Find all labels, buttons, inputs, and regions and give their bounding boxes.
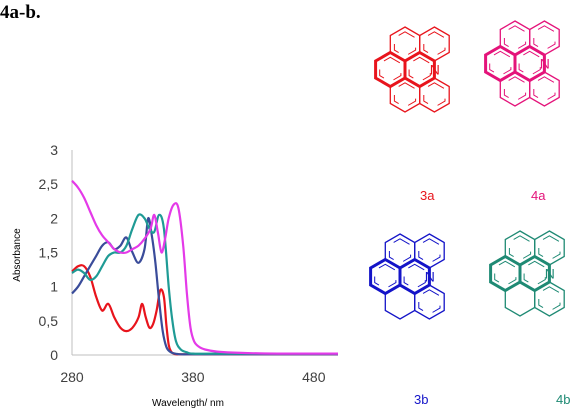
ring-double-bonds	[538, 286, 561, 312]
ring-double-bonds	[423, 82, 446, 108]
ring-double-bonds	[508, 235, 532, 261]
molecule-label-3a: 3a	[420, 188, 435, 203]
molecule-label-3b: 3b	[414, 392, 429, 407]
y-tick-label: 2,5	[39, 176, 59, 192]
molecule-label-4b: 4b	[556, 392, 571, 407]
ring-double-bonds	[494, 260, 517, 287]
x-axis-label: Wavelength/ nm	[152, 398, 224, 409]
ring	[419, 77, 450, 113]
ring	[414, 284, 445, 320]
ring-double-bonds	[533, 76, 556, 102]
molecule-3b: N	[369, 233, 445, 320]
x-tick-labels: 280 380 480	[60, 369, 325, 385]
ring-double-bonds	[379, 56, 402, 83]
molecule-3a: N	[374, 26, 450, 113]
x-tick-label: 280	[60, 369, 84, 385]
series-line-3	[71, 213, 338, 355]
ring-double-bonds	[503, 25, 527, 51]
ring-double-bonds	[538, 235, 561, 261]
nitrogen-atom-label: N	[545, 266, 555, 282]
ring-double-bonds	[408, 56, 431, 83]
nitrogen-atom-label: N	[540, 56, 550, 72]
ring-double-bonds	[418, 238, 441, 264]
molecule-4a: N	[484, 20, 560, 107]
ring-double-bonds	[403, 263, 426, 290]
figure-heading: 4a-b.	[0, 2, 41, 23]
y-tick-label: 1,5	[39, 245, 59, 261]
y-tick-label: 1	[50, 279, 58, 295]
series-line-2	[71, 216, 338, 356]
nitrogen-atom-label: N	[430, 62, 440, 78]
ring-double-bonds	[423, 31, 446, 57]
ring-double-bonds	[388, 238, 412, 264]
ring	[534, 281, 565, 317]
x-tick-label: 480	[302, 369, 326, 385]
y-tick-label: 3	[50, 142, 58, 158]
uv-vis-chart: 0 0,5 1 1,5 2 2,5 3 280 380 480 Wavelength/ nm A…	[12, 142, 339, 409]
y-tick-labels: 0 0,5 1 1,5 2 2,5 3	[39, 142, 59, 363]
ring	[529, 71, 560, 107]
ring-double-bonds	[489, 50, 512, 77]
series-lines	[71, 180, 339, 356]
nitrogen-atom-label: N	[425, 269, 435, 285]
ring-double-bonds	[393, 31, 417, 57]
y-tick-label: 0,5	[39, 313, 59, 329]
y-axis-label: Absorbance	[12, 228, 23, 282]
ring-double-bonds	[523, 260, 546, 287]
ring-double-bonds	[503, 76, 527, 102]
ring-double-bonds	[374, 263, 397, 290]
ring-double-bonds	[518, 50, 541, 77]
y-tick-label: 0	[50, 347, 58, 363]
y-tick-label: 2	[50, 210, 58, 226]
ring-double-bonds	[418, 289, 441, 315]
series-line-4	[71, 180, 339, 355]
ring-double-bonds	[533, 25, 556, 51]
ring-double-bonds	[393, 82, 417, 108]
molecule-4b: N	[489, 230, 565, 317]
molecule-label-4a: 4a	[531, 188, 546, 203]
x-tick-label: 380	[181, 369, 205, 385]
